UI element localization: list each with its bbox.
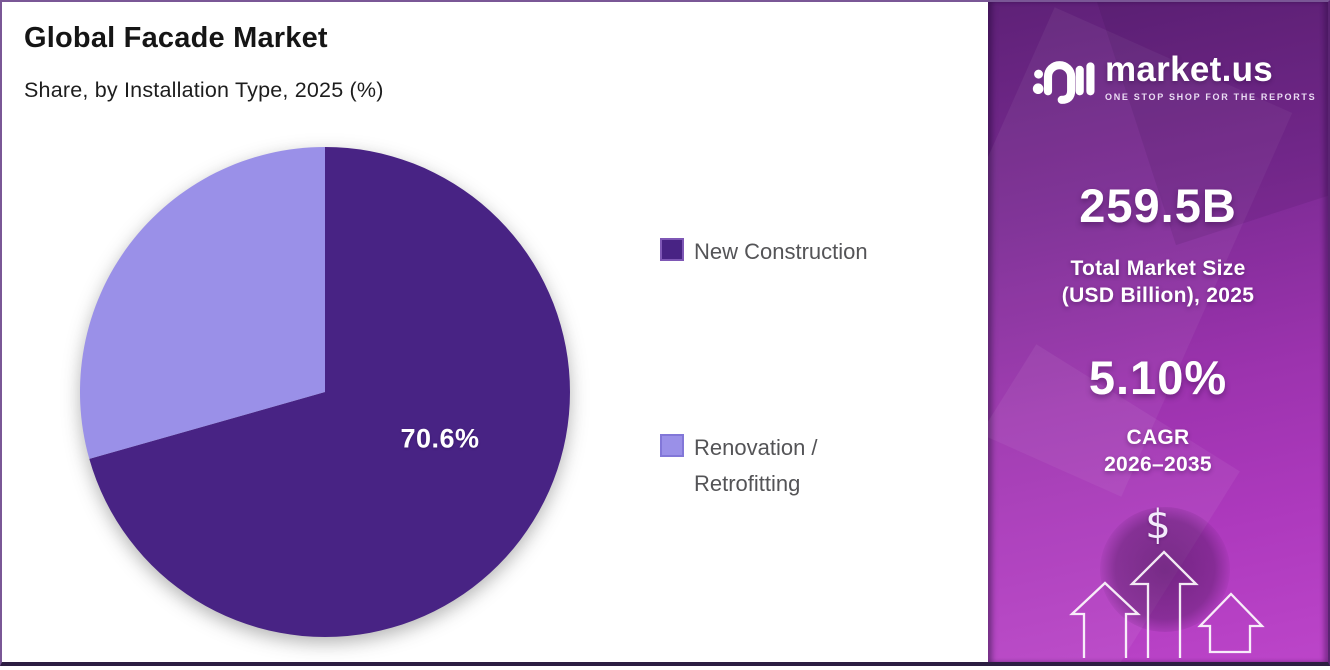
- total-market-size-value: 259.5B: [1079, 179, 1237, 232]
- legend-item-renovation-retrofitting: Renovation / Retrofitting: [660, 430, 879, 502]
- page-title: Global Facade Market: [24, 22, 328, 54]
- legend-label: New Construction: [694, 239, 868, 264]
- growth-arrows-icon: [1069, 550, 1265, 658]
- chart-subtitle: Share, by Installation Type, 2025 (%): [24, 78, 384, 102]
- legend-label: Renovation / Retrofitting: [694, 435, 818, 496]
- pie-slice-value-label: 70.6%: [400, 423, 480, 454]
- legend-swatch-renovation-retrofitting: [660, 434, 684, 457]
- brand-name: market.us: [1105, 50, 1274, 89]
- dollar-sign-icon: $: [1145, 502, 1171, 548]
- cagr-value: 5.10%: [1088, 351, 1228, 404]
- cagr-label-line2: 2026–2035: [1104, 453, 1212, 476]
- marketus-logo: market.us ONE STOP SHOP FOR THE REPORTS: [1024, 50, 1316, 112]
- legend-swatch-new-construction: [660, 238, 684, 261]
- logo-text-block: market.us ONE STOP SHOP FOR THE REPORTS: [1105, 50, 1316, 102]
- cagr-label-line1: CAGR: [1126, 426, 1190, 449]
- pie-chart: [79, 146, 570, 637]
- brand-tagline: ONE STOP SHOP FOR THE REPORTS: [1105, 92, 1317, 102]
- total-market-size-label-line2: (USD Billion), 2025: [1061, 284, 1255, 307]
- marketus-logo-icon: [1032, 61, 1095, 104]
- legend-item-new-construction: New Construction: [660, 234, 868, 270]
- brand-sidebar: market.us ONE STOP SHOP FOR THE REPORTS …: [988, 2, 1328, 662]
- chart-panel: Global Facade Market Share, by Installat…: [2, 2, 988, 662]
- total-market-size-label-line1: Total Market Size: [1070, 257, 1246, 280]
